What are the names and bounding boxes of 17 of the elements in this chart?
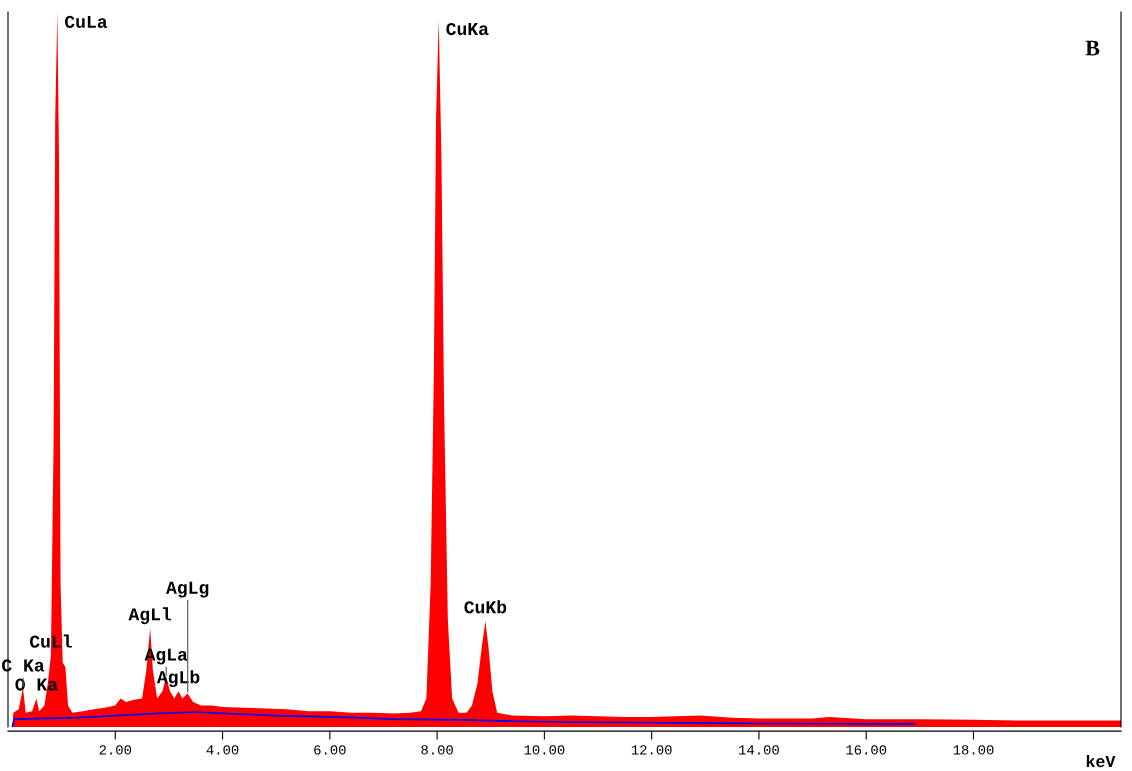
- x-tick-label: 12.00: [631, 745, 672, 755]
- x-tick-label: 16.00: [846, 745, 887, 755]
- annotation: O Ka: [15, 678, 58, 691]
- x-tick-label: 10.00: [524, 745, 565, 755]
- annotation: AgLg: [166, 581, 209, 598]
- x-axis-title: keV: [1086, 754, 1116, 768]
- x-tick-label: 14.00: [739, 745, 779, 755]
- annotation: CuKa: [446, 22, 489, 36]
- x-tick-label: 2.00: [99, 745, 132, 755]
- x-tick-label: 6.00: [314, 745, 346, 755]
- x-tick-label: 4.00: [206, 745, 239, 755]
- annotation: CuKb: [464, 600, 507, 614]
- x-tick-label: 18.00: [953, 745, 994, 755]
- annotation: CuLa: [65, 15, 108, 29]
- x-tick-label: 8.00: [421, 745, 453, 755]
- annotation: B: [1085, 40, 1100, 56]
- annotation: AgLl: [128, 607, 172, 625]
